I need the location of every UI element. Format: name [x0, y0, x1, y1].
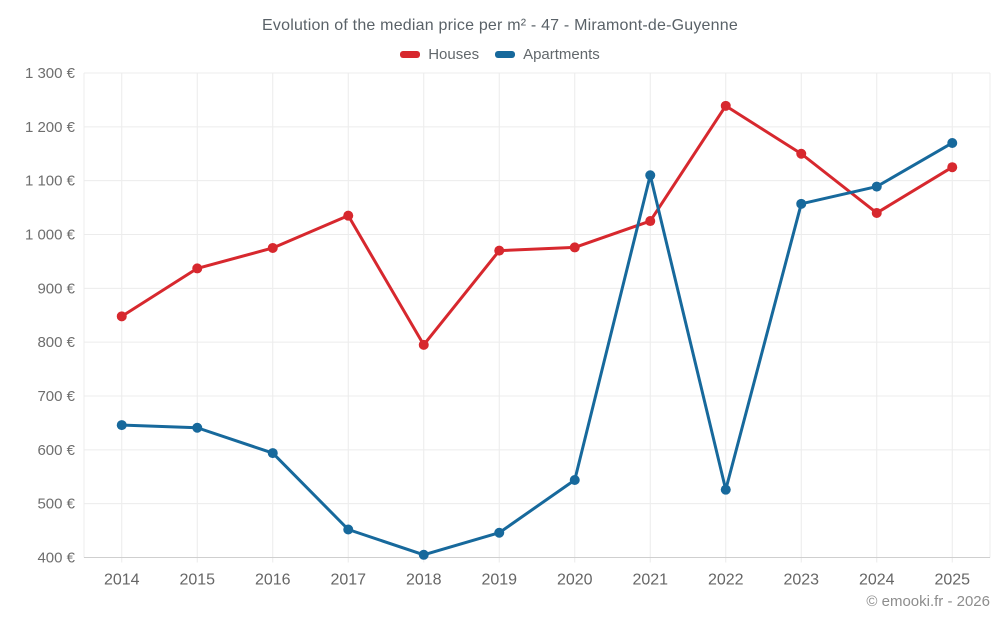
y-axis-label-1200: 1 200 €	[25, 119, 76, 136]
y-axis-label-600: 600 €	[37, 442, 75, 459]
data-point-houses-2016[interactable]	[267, 242, 278, 253]
legend-label-apartments: Apartments	[523, 46, 600, 63]
data-point-apartments-2022[interactable]	[720, 484, 731, 495]
y-axis-label-1000: 1 000 €	[25, 227, 76, 244]
data-point-houses-2025[interactable]	[947, 162, 958, 173]
y-axis-label-1100: 1 100 €	[25, 173, 76, 190]
data-point-apartments-2014[interactable]	[116, 420, 127, 431]
y-axis-label-1300: 1 300 €	[25, 65, 76, 82]
data-point-apartments-2015[interactable]	[192, 422, 203, 433]
y-axis-label-800: 800 €	[37, 334, 75, 351]
data-point-apartments-2019[interactable]	[494, 527, 505, 538]
data-point-houses-2023[interactable]	[796, 148, 807, 159]
data-point-houses-2015[interactable]	[192, 263, 203, 274]
y-axis-label-700: 700 €	[37, 388, 75, 405]
x-axis-label-2024: 2024	[859, 572, 895, 589]
x-axis-label-2019: 2019	[481, 572, 517, 589]
data-point-apartments-2017[interactable]	[343, 524, 354, 535]
data-point-apartments-2018[interactable]	[418, 549, 429, 560]
data-point-apartments-2021[interactable]	[645, 170, 656, 181]
x-axis-label-2015: 2015	[179, 572, 215, 589]
legend-item-houses[interactable]: Houses	[400, 46, 479, 63]
copyright-footer: © emooki.fr - 2026	[866, 593, 990, 610]
legend-item-apartments[interactable]: Apartments	[495, 46, 600, 63]
data-point-apartments-2024[interactable]	[871, 181, 882, 192]
data-point-houses-2024[interactable]	[871, 207, 882, 218]
x-axis-label-2016: 2016	[255, 572, 291, 589]
data-point-houses-2014[interactable]	[116, 311, 127, 322]
data-point-apartments-2023[interactable]	[796, 198, 807, 209]
data-point-houses-2018[interactable]	[418, 339, 429, 350]
series-line-houses	[120, 104, 954, 347]
data-point-houses-2021[interactable]	[645, 216, 656, 227]
data-point-apartments-2020[interactable]	[569, 474, 580, 485]
x-axis-label-2022: 2022	[708, 572, 744, 589]
x-axis-label-2021: 2021	[632, 572, 668, 589]
y-axis-label-500: 500 €	[37, 496, 75, 513]
series-line-apartments	[120, 141, 954, 557]
data-point-houses-2022[interactable]	[720, 100, 731, 111]
houses-series-swatch-icon	[400, 51, 421, 58]
x-axis-label-2025: 2025	[934, 572, 970, 589]
y-axis-label-400: 400 €	[37, 550, 75, 567]
chart-title: Evolution of the median price per m² - 4…	[262, 17, 738, 34]
x-axis-label-2014: 2014	[104, 572, 140, 589]
x-axis-label-2023: 2023	[783, 572, 819, 589]
x-axis-label-2020: 2020	[557, 572, 593, 589]
x-axis-label-2018: 2018	[406, 572, 442, 589]
y-axis-label-900: 900 €	[37, 280, 75, 297]
data-point-apartments-2016[interactable]	[267, 448, 278, 459]
data-point-houses-2020[interactable]	[569, 242, 580, 253]
data-point-houses-2017[interactable]	[343, 210, 354, 221]
legend-label-houses: Houses	[428, 46, 480, 63]
data-point-apartments-2025[interactable]	[947, 137, 958, 148]
chart-legend: Houses Apartments	[0, 46, 1000, 63]
x-axis-label-2017: 2017	[330, 572, 366, 589]
data-point-houses-2019[interactable]	[494, 245, 505, 256]
apartments-series-swatch-icon	[495, 51, 516, 58]
